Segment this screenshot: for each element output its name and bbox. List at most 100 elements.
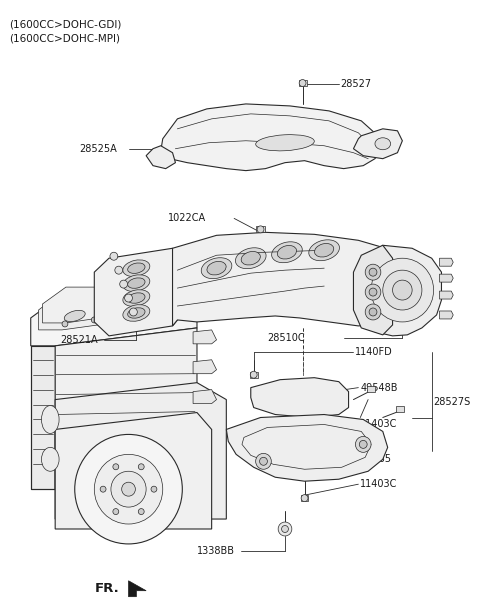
Circle shape — [113, 464, 119, 470]
Text: 28510C: 28510C — [267, 333, 305, 343]
Ellipse shape — [375, 138, 391, 149]
Ellipse shape — [123, 260, 150, 277]
Polygon shape — [193, 360, 216, 374]
Polygon shape — [440, 291, 453, 299]
Circle shape — [371, 258, 433, 322]
Circle shape — [393, 280, 412, 300]
Circle shape — [257, 226, 264, 233]
Circle shape — [278, 522, 292, 536]
Ellipse shape — [41, 447, 59, 471]
Circle shape — [150, 309, 156, 315]
Polygon shape — [94, 248, 178, 336]
Ellipse shape — [309, 240, 339, 261]
Text: 11403C: 11403C — [360, 479, 397, 489]
Polygon shape — [55, 413, 212, 529]
Circle shape — [369, 288, 377, 296]
Ellipse shape — [314, 244, 334, 257]
Text: 1022CA: 1022CA — [168, 213, 206, 223]
Polygon shape — [250, 371, 258, 378]
Ellipse shape — [207, 261, 226, 275]
Polygon shape — [299, 80, 307, 86]
Ellipse shape — [41, 405, 59, 434]
Circle shape — [91, 317, 97, 323]
Text: 11403C: 11403C — [360, 419, 397, 429]
Polygon shape — [55, 328, 197, 489]
Polygon shape — [359, 245, 442, 336]
Polygon shape — [251, 378, 348, 418]
Polygon shape — [300, 495, 309, 501]
Circle shape — [369, 268, 377, 276]
Ellipse shape — [128, 278, 145, 288]
Ellipse shape — [128, 293, 145, 303]
Polygon shape — [38, 292, 192, 330]
Text: FR.: FR. — [94, 582, 119, 595]
Ellipse shape — [236, 248, 266, 269]
Polygon shape — [227, 415, 388, 481]
Polygon shape — [193, 390, 216, 403]
Polygon shape — [440, 311, 453, 319]
Ellipse shape — [123, 304, 150, 321]
Circle shape — [365, 304, 381, 320]
Ellipse shape — [128, 263, 145, 274]
Polygon shape — [31, 300, 197, 346]
Polygon shape — [172, 232, 420, 326]
Ellipse shape — [277, 245, 297, 259]
Circle shape — [120, 280, 128, 288]
Text: (1600CC>DOHC-GDI): (1600CC>DOHC-GDI) — [9, 19, 121, 30]
Polygon shape — [367, 386, 375, 392]
Text: 28521A: 28521A — [60, 335, 98, 345]
Polygon shape — [31, 346, 55, 489]
Circle shape — [115, 266, 123, 274]
Polygon shape — [440, 274, 453, 282]
Circle shape — [75, 434, 182, 544]
Circle shape — [180, 305, 185, 311]
Polygon shape — [55, 383, 227, 519]
Circle shape — [111, 471, 146, 507]
Circle shape — [360, 440, 367, 448]
Polygon shape — [129, 581, 146, 597]
Ellipse shape — [161, 298, 182, 309]
Circle shape — [260, 458, 267, 466]
Ellipse shape — [129, 303, 150, 314]
Circle shape — [94, 454, 163, 524]
Circle shape — [250, 371, 257, 378]
Text: 49548B: 49548B — [360, 383, 398, 392]
Ellipse shape — [64, 311, 85, 322]
Polygon shape — [42, 287, 187, 323]
Ellipse shape — [123, 275, 150, 292]
Text: (1600CC>DOHC-MPI): (1600CC>DOHC-MPI) — [9, 33, 120, 43]
Text: 1140FD: 1140FD — [355, 347, 393, 357]
Ellipse shape — [128, 308, 145, 318]
Polygon shape — [353, 245, 393, 335]
Circle shape — [355, 437, 371, 453]
Circle shape — [369, 308, 377, 316]
Text: 28527: 28527 — [341, 79, 372, 89]
Ellipse shape — [201, 258, 232, 279]
Polygon shape — [396, 405, 404, 411]
Ellipse shape — [256, 135, 314, 151]
Circle shape — [365, 264, 381, 280]
Circle shape — [299, 79, 306, 87]
Polygon shape — [161, 104, 381, 170]
Polygon shape — [440, 258, 453, 266]
Ellipse shape — [96, 306, 118, 317]
Text: 1338BB: 1338BB — [197, 546, 235, 556]
Circle shape — [121, 482, 135, 496]
Circle shape — [113, 509, 119, 515]
Circle shape — [282, 525, 288, 533]
Ellipse shape — [272, 242, 302, 263]
Circle shape — [151, 486, 157, 492]
Circle shape — [130, 308, 137, 316]
Circle shape — [100, 486, 106, 492]
Circle shape — [62, 321, 68, 327]
Circle shape — [365, 284, 381, 300]
Polygon shape — [146, 146, 176, 169]
Text: 28265: 28265 — [360, 454, 391, 464]
Circle shape — [256, 453, 271, 469]
Circle shape — [120, 313, 127, 319]
Ellipse shape — [123, 290, 150, 306]
Text: 28525A: 28525A — [80, 144, 118, 154]
Polygon shape — [172, 280, 216, 310]
Text: 28527S: 28527S — [433, 397, 471, 407]
Circle shape — [138, 509, 144, 515]
